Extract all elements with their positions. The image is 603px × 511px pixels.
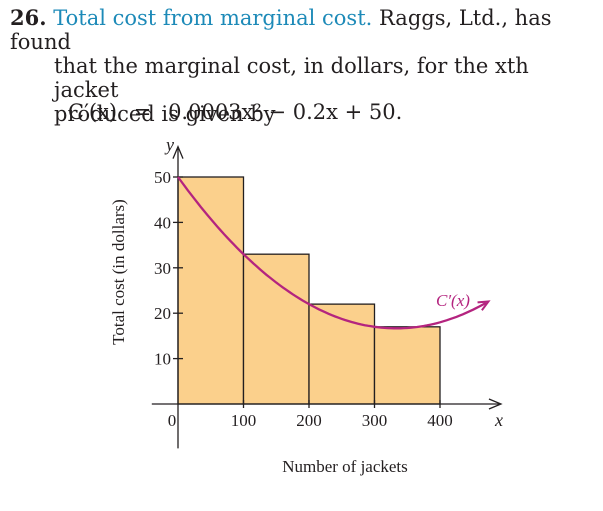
y-tick-label-50: 50 [154,168,171,187]
marginal-cost-formula: C′(x) = 0.0003x² − 0.2x + 50. [68,100,402,124]
y-tick-label-20: 20 [154,304,171,323]
problem-text-line2: that the marginal cost, in dollars, for … [54,54,529,102]
x-tick-label-0: 0 [168,411,177,430]
x-tick-label-300: 300 [362,411,388,430]
bars-layer [177,176,441,405]
y-axis-arrow [172,144,184,159]
x-tick-label-400: 400 [427,411,453,430]
x-axis-arrow [488,398,503,410]
problem-text-line1: Raggs, Ltd., has found [10,6,552,54]
formula-lhs: C′(x) [68,100,118,124]
y-axis-variable: y [164,135,174,155]
x-axis-variable: x [494,410,503,430]
labels-layer: 10 20 30 40 50 0 100 200 300 400 y x Number of jacke… [109,135,503,476]
y-tick-label-40: 40 [154,213,171,232]
axes-layer [151,144,503,449]
curve-label: C′(x) [436,291,470,310]
x-axis-title: Number of jackets [282,457,408,476]
bar-0-100 [177,176,245,405]
bar-100-200 [242,253,310,405]
curve-layer [177,176,491,330]
x-tick-label-200: 200 [296,411,322,430]
marginal-cost-curve [177,176,487,330]
problem-statement: 26. Total cost from marginal cost. Raggs… [10,5,595,127]
formula-rhs: 0.0003x² − 0.2x + 50. [168,100,403,124]
problem-number: 26. [10,5,47,30]
y-tick-label-10: 10 [154,350,171,369]
y-tick-label-30: 30 [154,259,171,278]
bar-300-400 [373,326,441,405]
problem-text-line3: produced is given by [54,102,276,126]
formula-equals: = [133,100,152,124]
bar-200-300 [308,303,376,405]
x-tick-label-100: 100 [231,411,257,430]
curve-arrowhead [477,300,491,311]
problem-title: Total cost from marginal cost. [53,6,373,30]
y-axis-title: Total cost (in dollars) [109,199,128,345]
